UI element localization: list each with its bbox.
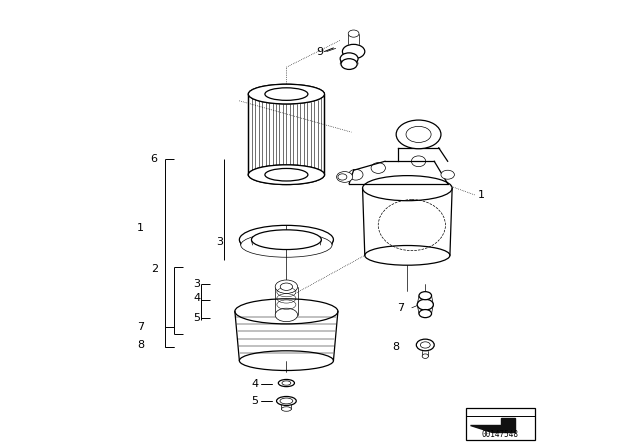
Text: 5: 5 [193,313,200,323]
Ellipse shape [362,176,452,201]
Text: 00147548: 00147548 [482,430,519,439]
Ellipse shape [282,407,291,411]
Ellipse shape [248,165,324,185]
Text: 7: 7 [137,322,145,332]
Text: 6: 6 [151,154,157,164]
Ellipse shape [441,170,454,179]
Ellipse shape [275,280,298,293]
Ellipse shape [239,225,333,254]
Ellipse shape [365,246,450,265]
Text: 2: 2 [150,264,158,274]
Ellipse shape [239,351,333,370]
Ellipse shape [248,84,324,104]
Ellipse shape [276,396,296,405]
Ellipse shape [275,308,298,322]
Ellipse shape [265,88,308,100]
Ellipse shape [278,379,294,387]
Ellipse shape [235,299,338,324]
Ellipse shape [241,233,332,257]
Ellipse shape [280,398,293,404]
Text: 1: 1 [478,190,484,200]
Text: 7: 7 [397,303,404,313]
Ellipse shape [342,44,365,59]
Ellipse shape [341,59,357,69]
Ellipse shape [248,165,324,185]
Bar [466,408,535,440]
Text: 4: 4 [193,293,200,303]
Ellipse shape [265,168,308,181]
Text: 9: 9 [316,47,324,56]
Ellipse shape [419,292,431,300]
Ellipse shape [265,168,308,181]
Text: 3: 3 [193,280,200,289]
Ellipse shape [417,339,435,351]
Ellipse shape [422,354,428,358]
Ellipse shape [340,53,358,65]
Ellipse shape [419,310,431,318]
Ellipse shape [337,172,353,182]
Text: 4: 4 [252,379,259,389]
Ellipse shape [396,120,441,149]
Ellipse shape [248,84,324,104]
Ellipse shape [265,88,308,100]
Ellipse shape [280,283,292,290]
Ellipse shape [282,381,291,385]
Text: 5: 5 [252,396,259,406]
Text: 8: 8 [392,342,400,352]
Text: 3: 3 [216,237,223,247]
Ellipse shape [348,30,359,37]
Polygon shape [470,418,515,432]
Text: 1: 1 [138,224,144,233]
Ellipse shape [417,299,433,310]
Text: 8: 8 [137,340,145,350]
Ellipse shape [252,230,321,250]
